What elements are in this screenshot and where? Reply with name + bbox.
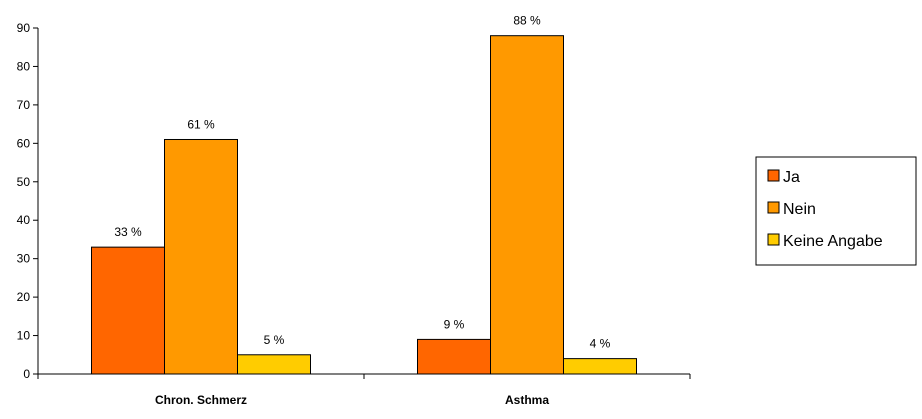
bar-nein <box>164 138 238 375</box>
data-label: 88 % <box>513 14 541 28</box>
y-tick-label: 60 <box>17 136 31 150</box>
y-tick-label: 0 <box>23 367 30 381</box>
legend-label: Nein <box>783 201 816 218</box>
y-tick-label: 30 <box>17 252 31 266</box>
data-label: 61 % <box>187 117 215 131</box>
y-tick-label: 90 <box>17 21 31 35</box>
data-label: 5 % <box>264 333 285 347</box>
legend-swatch <box>767 233 780 246</box>
legend-box <box>755 156 917 266</box>
y-tick-label: 50 <box>17 175 31 189</box>
data-label: 9 % <box>444 317 465 331</box>
y-tick-label: 80 <box>17 59 31 73</box>
legend-swatch <box>767 201 780 214</box>
y-tick-label: 40 <box>17 213 31 227</box>
data-labels: 33 % 61 % 5 % 9 % 88 % 4 % <box>114 14 610 351</box>
y-tick-label: 70 <box>17 98 31 112</box>
bar-keine-angabe <box>237 354 311 375</box>
axes: 0 10 20 30 40 50 60 70 80 90 Chron. Schmerz Asthma <box>17 21 691 407</box>
bar-nein <box>490 35 564 375</box>
bar-keine-angabe <box>563 358 637 375</box>
bars <box>91 35 637 375</box>
bar-ja <box>417 338 491 375</box>
bar-ja <box>91 246 165 375</box>
legend-label: Keine Angabe <box>783 233 883 250</box>
legend-label: Ja <box>783 169 800 186</box>
legend: Ja Nein Keine Angabe <box>755 156 917 266</box>
y-tick-label: 10 <box>17 329 31 343</box>
x-category-label: Chron. Schmerz <box>155 393 247 407</box>
data-label: 33 % <box>114 225 142 239</box>
y-tick-label: 20 <box>17 290 31 304</box>
legend-swatch <box>767 169 780 182</box>
x-category-label: Asthma <box>505 393 549 407</box>
data-label: 4 % <box>590 337 611 351</box>
